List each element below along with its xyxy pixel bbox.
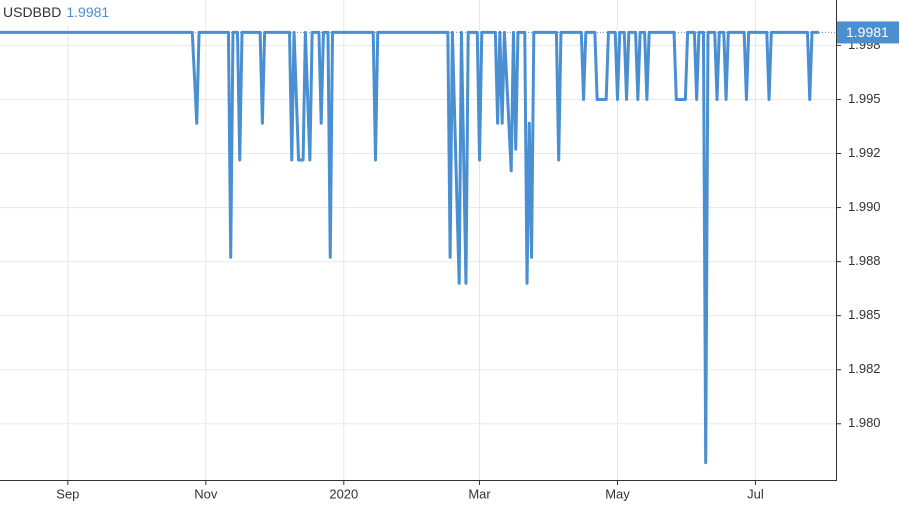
header: USDBBD 1.9981: [3, 4, 109, 20]
header-bg: [0, 0, 160, 26]
y-tick-label: 1.988: [848, 253, 881, 268]
last-value-label: 1.9981: [846, 24, 889, 40]
last-value-box: [837, 21, 899, 44]
y-tick-label: 1.992: [848, 145, 881, 160]
header-value: 1.9981: [66, 4, 109, 20]
price-line: [0, 30, 819, 465]
grid: [0, 0, 836, 480]
y-tick-label: 1.980: [848, 415, 881, 430]
symbol: USDBBD: [3, 4, 61, 20]
x-tick-label: May: [605, 486, 630, 501]
plot: [0, 30, 836, 465]
y-tick-label: 1.995: [848, 91, 881, 106]
y-tick-label: 1.990: [848, 199, 881, 214]
ticks: 1.9981.9951.9921.9901.9881.9851.9821.980…: [56, 21, 899, 501]
x-tick-label: 2020: [329, 486, 358, 501]
y-tick-label: 1.985: [848, 307, 881, 322]
y-tick-label: 1.982: [848, 361, 881, 376]
x-tick-label: Sep: [56, 486, 79, 501]
x-tick-label: Mar: [468, 486, 491, 501]
x-tick-label: Jul: [747, 486, 764, 501]
x-tick-label: Nov: [194, 486, 218, 501]
